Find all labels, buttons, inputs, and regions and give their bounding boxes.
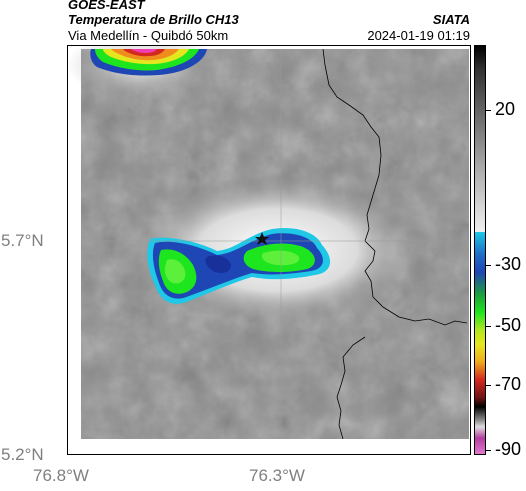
colorbar-tick-minus70 — [486, 385, 491, 386]
colorbar-label-minus90: -90 — [495, 439, 522, 459]
colorbar-label-minus30: -30 — [495, 254, 522, 274]
colorbar-label-minus50: -50 — [495, 315, 522, 335]
storm-cell-top — [90, 49, 207, 76]
colorbar-tick-minus30 — [486, 265, 491, 266]
title-product: Temperatura de Brillo CH13 — [68, 12, 239, 27]
storm-cell-main — [147, 227, 331, 304]
colorbar-tick-minus90 — [486, 450, 491, 451]
colorbar-tick-minus50 — [486, 326, 491, 327]
colorbar-warm-segment — [475, 46, 485, 232]
satellite-map[interactable] — [67, 45, 471, 455]
x-tick-label-76-8: 76.8°W — [33, 466, 89, 485]
y-tick-label-5-2: 5.2°N — [1, 445, 44, 464]
org-name: SIATA — [432, 12, 470, 27]
x-tick-label-76-3: 76.3°W — [249, 466, 305, 485]
timestamp: 2024-01-19 01:19 — [367, 28, 470, 43]
colorbar-cold-segment — [475, 232, 485, 454]
colorbar-label-20: 20 — [495, 99, 516, 119]
colorbar — [474, 45, 486, 455]
location-marker — [255, 232, 269, 245]
y-tick-label-5-7: 5.7°N — [1, 231, 44, 250]
title-route: Via Medellín - Quibdó 50km — [68, 28, 229, 43]
colorbar-tick-20 — [486, 110, 491, 111]
title-satellite: GOES-EAST — [68, 0, 145, 12]
border-line-east — [322, 48, 468, 326]
map-border — [67, 45, 471, 455]
colorbar-label-minus70: -70 — [495, 374, 522, 394]
border-line-south — [336, 336, 366, 440]
